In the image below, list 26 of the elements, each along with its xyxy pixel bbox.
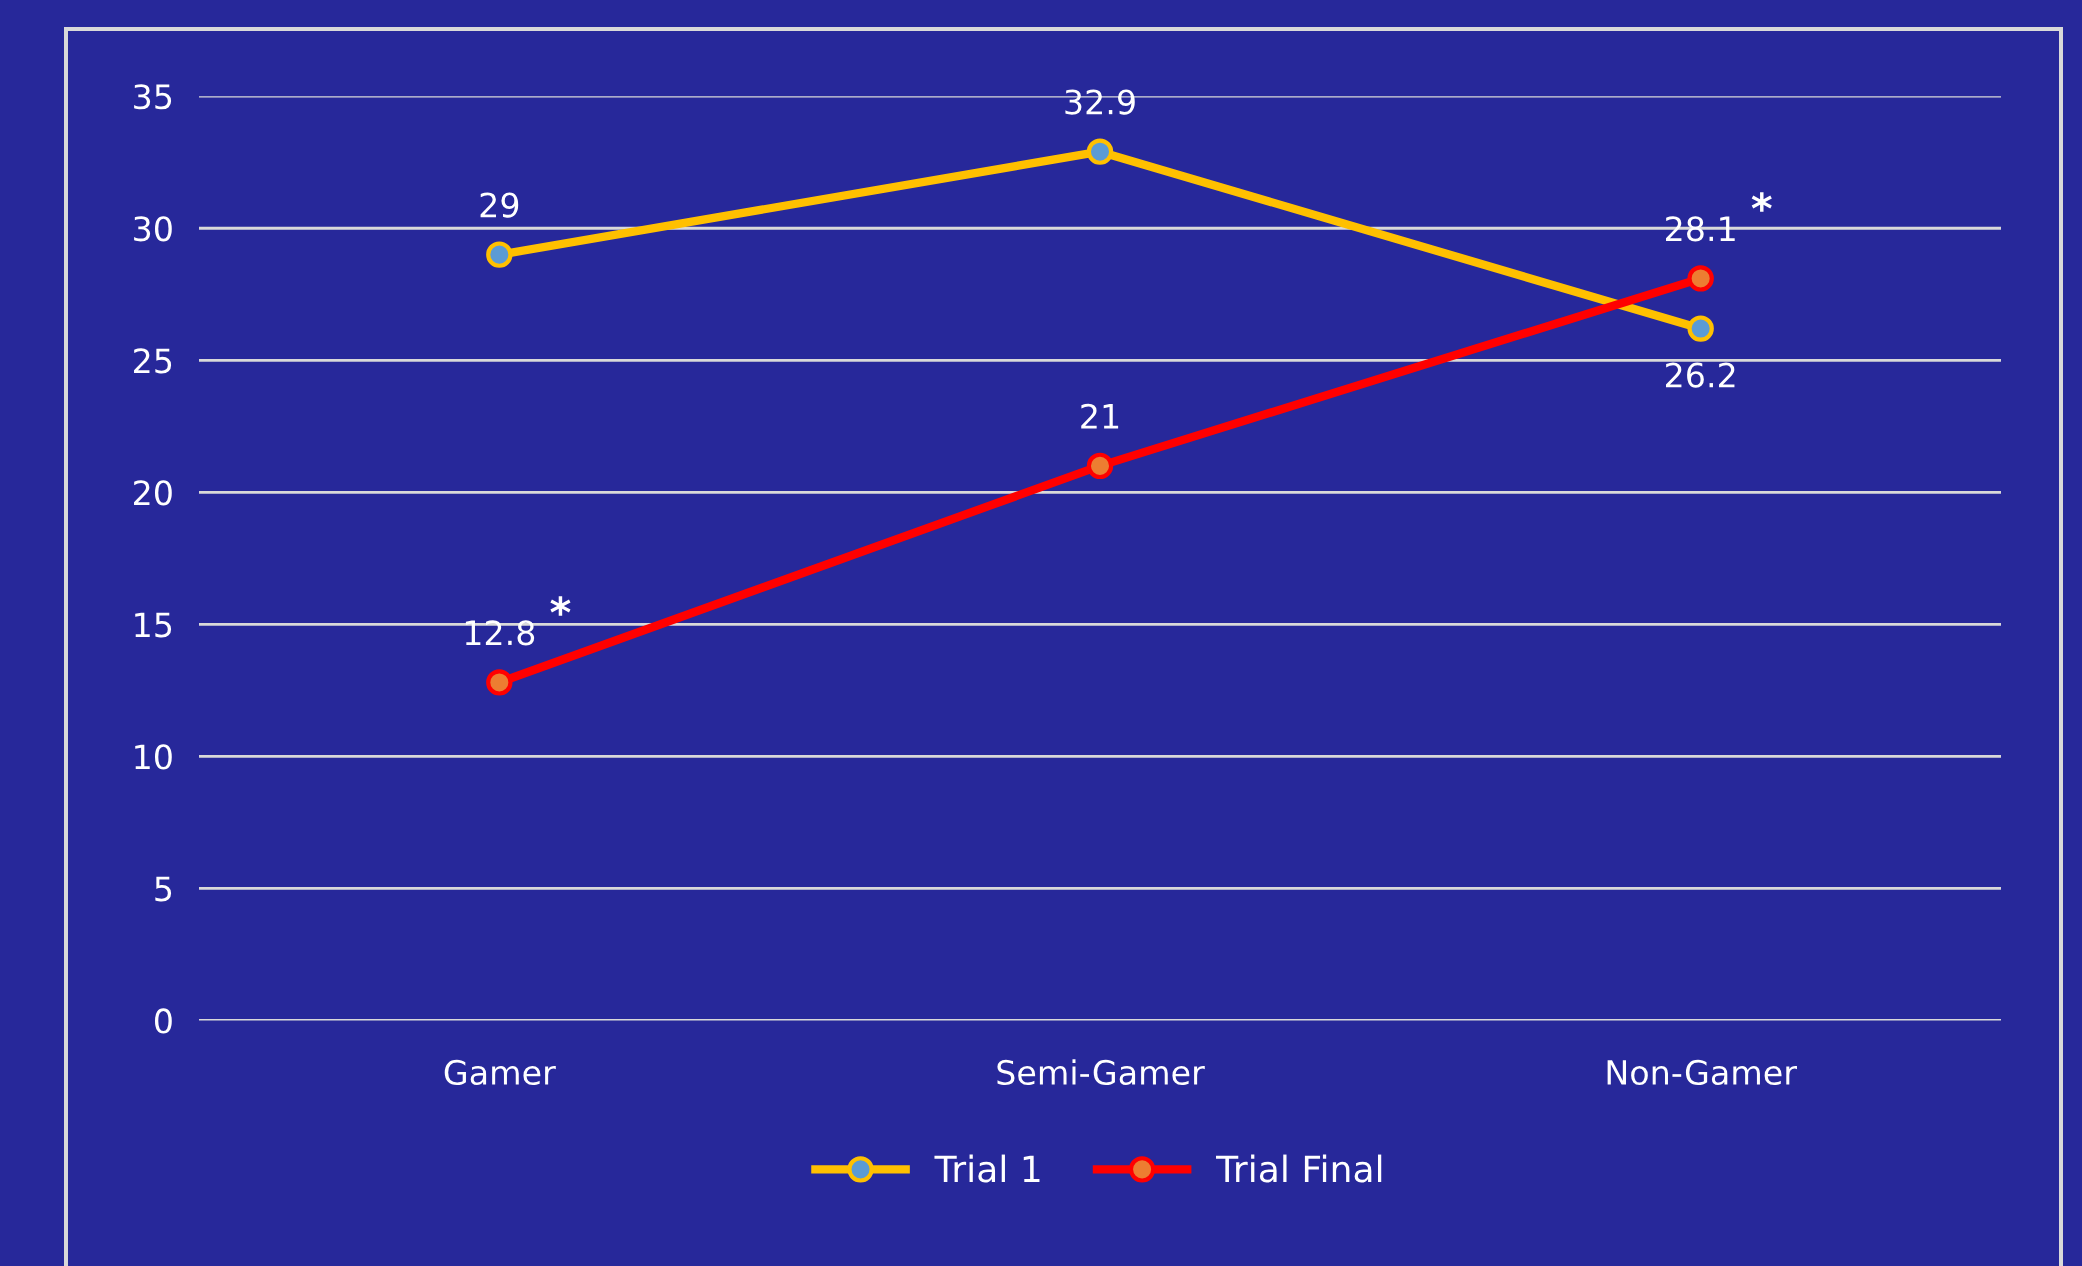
data-label: 26.2 [1666, 362, 1735, 388]
point [486, 669, 513, 696]
point [1687, 315, 1714, 342]
legend-label: Trial Final [1216, 1154, 1382, 1183]
point [1687, 265, 1714, 292]
point [1086, 138, 1114, 165]
data-label: 12.8 [465, 620, 535, 646]
data-label: 32.9 [1065, 89, 1135, 115]
data-label: 29 [480, 192, 519, 218]
data-label: 21 [1081, 403, 1119, 429]
y-tick-label: 25 [134, 348, 172, 374]
annotation: * [550, 596, 571, 616]
legend-label: Trial 1 [934, 1154, 1040, 1183]
y-tick-label: 0 [154, 1008, 172, 1034]
y-tick-label: 20 [134, 480, 172, 506]
point [486, 241, 513, 268]
point [1086, 452, 1114, 480]
y-tick-label: 10 [135, 744, 172, 770]
x-tick-label: Semi-Gamer [997, 1059, 1205, 1086]
y-tick-label: 30 [134, 216, 172, 242]
y-tick-label: 15 [135, 612, 172, 638]
annotation: * [1751, 192, 1772, 212]
y-tick-label: 5 [155, 876, 172, 902]
y-tick-label: 35 [134, 84, 172, 110]
x-tick-label: Non-Gamer [1607, 1059, 1797, 1086]
x-tick-label: Gamer [444, 1059, 556, 1086]
